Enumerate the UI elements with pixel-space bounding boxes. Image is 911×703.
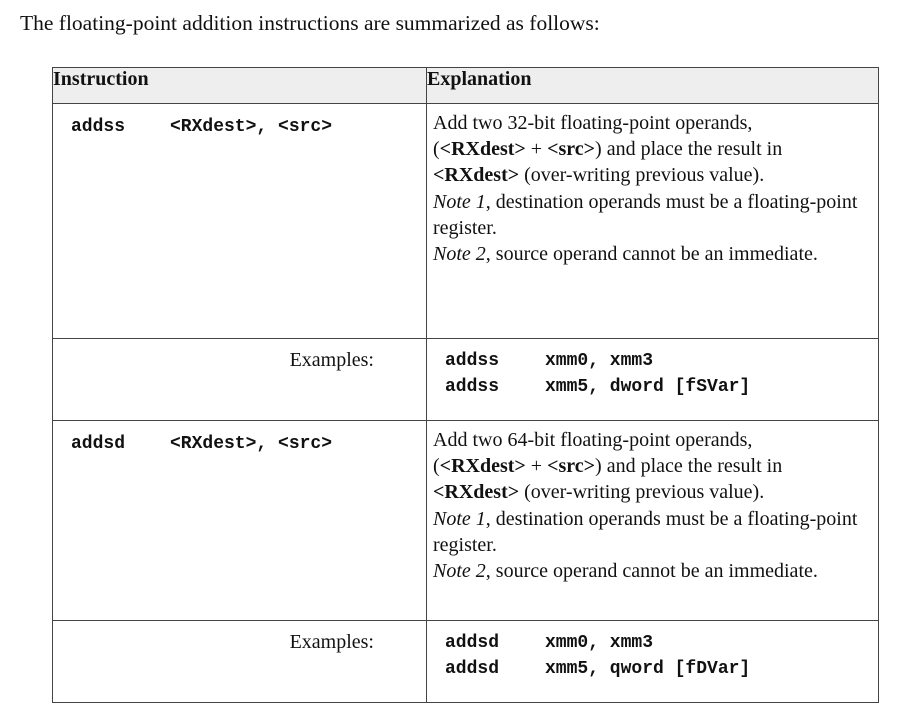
- example-mnemonic: addss: [445, 351, 500, 371]
- operand-dest: <RXdest>: [439, 455, 526, 478]
- table-row: Examples: addsd xmm0, xmm3 addsd xmm5, qwo…: [52, 620, 879, 703]
- instruction-syntax: addsd <RXdest>, <src>: [52, 420, 427, 621]
- operand-src: <src>: [547, 138, 596, 161]
- operand-dest: <RXdest>: [433, 481, 520, 504]
- example-operands: xmm5, dword [fSVar]: [545, 377, 751, 397]
- examples-code: addss xmm0, xmm3 addss xmm5, dword [fSVar]: [426, 338, 879, 421]
- example-mnemonic: addsd: [445, 633, 500, 653]
- header-explanation: Explanation: [426, 67, 879, 104]
- explanation-line: Add two 64-bit floating-point operands,: [433, 429, 753, 451]
- example-line: addss xmm5, dword [fSVar]: [445, 374, 878, 400]
- explanation-text: ) and place the result in: [595, 138, 783, 161]
- instruction-operands: <RXdest>, <src>: [170, 434, 333, 454]
- note-text: , source operand cannot be an immediate.: [485, 560, 818, 583]
- instruction-mnemonic: addsd: [71, 434, 126, 454]
- explanation-text: (: [433, 455, 440, 478]
- example-operands: xmm0, xmm3: [545, 633, 654, 653]
- examples-label: Examples:: [52, 338, 427, 421]
- example-line: addsd xmm0, xmm3: [445, 630, 878, 656]
- explanation-text: (over-writing previous value).: [519, 481, 765, 504]
- note-text: , destination operands must be a floatin…: [433, 190, 858, 239]
- explanation-text: (: [433, 138, 440, 161]
- instruction-table: Instruction Explanation addss <RXdest>, <…: [52, 67, 879, 703]
- examples-label: Examples:: [52, 620, 427, 703]
- example-operands: xmm5, qword [fDVar]: [545, 659, 751, 679]
- note-text: , destination operands must be a floatin…: [433, 507, 858, 556]
- examples-code: addsd xmm0, xmm3 addsd xmm5, qword [fDVar]: [426, 620, 879, 703]
- explanation-text: (over-writing previous value).: [519, 164, 765, 187]
- operand-dest: <RXdest>: [439, 138, 526, 161]
- intro-text: The floating-point addition instructions…: [20, 11, 600, 35]
- table-header-row: Instruction Explanation: [52, 67, 879, 104]
- example-line: addss xmm0, xmm3: [445, 348, 878, 374]
- example-line: addsd xmm5, qword [fDVar]: [445, 656, 878, 682]
- instruction-operands: <RXdest>, <src>: [170, 117, 333, 137]
- note-label: Note 2: [433, 243, 486, 266]
- example-mnemonic: addsd: [445, 659, 500, 679]
- note-label: Note 2: [433, 560, 486, 583]
- instruction-syntax: addss <RXdest>, <src>: [52, 103, 427, 339]
- instruction-mnemonic: addss: [71, 117, 126, 137]
- explanation-line: Add two 32-bit floating-point operands,: [433, 112, 753, 134]
- explanation-text: +: [525, 455, 548, 478]
- header-instruction: Instruction: [52, 67, 427, 104]
- operand-dest: <RXdest>: [433, 164, 520, 187]
- example-operands: xmm0, xmm3: [545, 351, 654, 371]
- explanation-text: +: [525, 138, 548, 161]
- operand-src: <src>: [547, 455, 596, 478]
- example-mnemonic: addss: [445, 377, 500, 397]
- explanation-text: ) and place the result in: [595, 455, 783, 478]
- instruction-explanation: Add two 64-bit floating-point operands, …: [426, 420, 879, 621]
- table-row: Examples: addss xmm0, xmm3 addss xmm5, dwo…: [52, 338, 879, 421]
- table-row: addss <RXdest>, <src> Add two 32-bit floa…: [52, 103, 879, 339]
- note-text: , source operand cannot be an immediate.: [485, 243, 818, 266]
- instruction-explanation: Add two 32-bit floating-point operands, …: [426, 103, 879, 339]
- note-label: Note 1: [433, 190, 486, 213]
- table-row: addsd <RXdest>, <src> Add two 64-bit floa…: [52, 420, 879, 621]
- note-label: Note 1: [433, 507, 486, 530]
